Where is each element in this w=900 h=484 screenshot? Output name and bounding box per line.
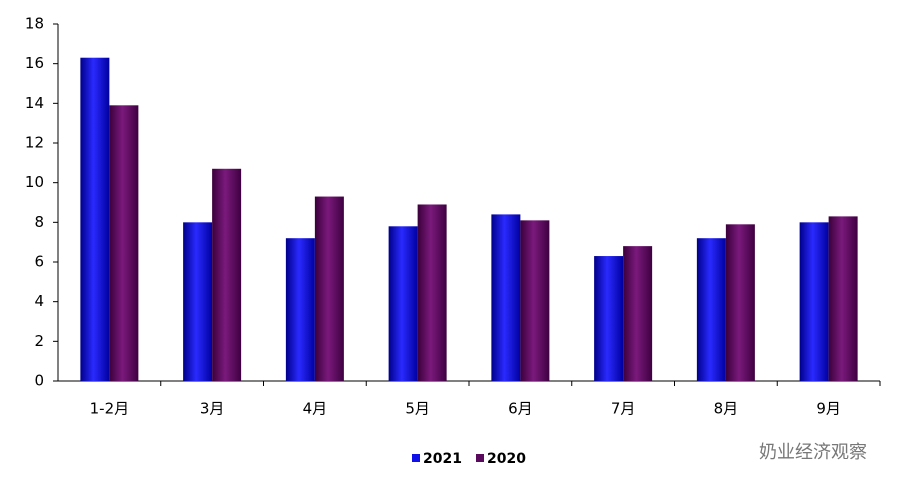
y-tick-label: 16 [25,54,44,72]
legend-swatch [476,454,484,462]
legend-swatch [412,454,420,462]
bar [799,222,829,381]
y-tick-label: 6 [34,253,44,271]
bar [623,246,653,381]
x-tick-label: 3月 [200,400,225,418]
x-tick-label: 9月 [816,400,841,418]
bar [520,220,550,381]
legend-label: 2020 [487,451,526,467]
y-tick-label: 4 [34,292,44,310]
y-tick-label: 2 [34,332,44,350]
x-tick-label: 4月 [303,400,328,418]
bar [828,216,858,381]
bar [80,57,110,381]
bar [491,214,521,381]
bar [388,226,418,381]
x-tick-label: 8月 [714,400,739,418]
y-tick-label: 10 [25,173,44,191]
bar [183,222,213,381]
y-tick-label: 0 [34,372,44,390]
bar [594,256,624,381]
legend-label: 2021 [423,451,462,467]
bar [285,238,315,381]
bar [212,168,242,381]
bar [314,196,344,381]
bar [109,105,139,382]
x-tick-label: 7月 [611,400,636,418]
watermark: 奶业经济观察 [759,442,867,463]
bar [725,224,755,381]
bar [696,238,726,381]
y-tick-label: 18 [25,15,44,33]
y-tick-label: 12 [25,134,44,152]
x-tick-label: 1-2月 [90,400,130,418]
x-tick-label: 5月 [405,400,430,418]
y-tick-label: 8 [34,213,44,231]
x-tick-label: 6月 [508,400,533,418]
bar [417,204,447,381]
y-tick-label: 14 [25,94,44,112]
